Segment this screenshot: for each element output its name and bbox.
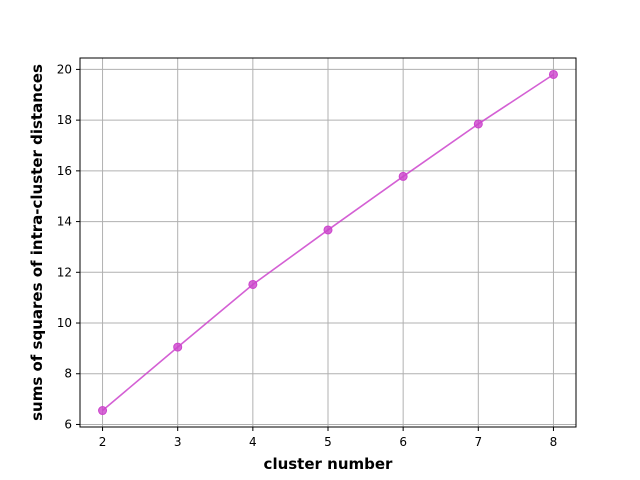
- y-tick-label: 18: [57, 113, 72, 127]
- y-axis-label: sums of squares of intra-cluster distanc…: [28, 64, 46, 421]
- x-tick-label: 3: [174, 435, 182, 449]
- y-tick-label: 16: [57, 164, 72, 178]
- x-tick-label: 5: [324, 435, 332, 449]
- y-tick-label: 10: [57, 316, 72, 330]
- data-point: [98, 406, 108, 416]
- x-tick-label: 4: [249, 435, 257, 449]
- data-point: [248, 279, 258, 289]
- data-point: [548, 69, 558, 79]
- y-tick-label: 6: [64, 417, 72, 431]
- x-tick-label: 8: [550, 435, 558, 449]
- y-tick-label: 12: [57, 265, 72, 279]
- data-point: [173, 342, 183, 352]
- data-point: [323, 225, 333, 235]
- x-axis-ticks: 2 3 4 5 6 7 8: [99, 427, 558, 449]
- x-axis-label: cluster number: [264, 455, 394, 473]
- data-point: [473, 119, 483, 129]
- y-tick-label: 8: [64, 367, 72, 381]
- x-tick-label: 2: [99, 435, 107, 449]
- data-point: [398, 171, 408, 181]
- y-tick-label: 14: [57, 215, 72, 229]
- y-tick-label: 20: [57, 62, 72, 76]
- x-tick-label: 7: [474, 435, 482, 449]
- series-group: [98, 69, 558, 416]
- y-axis-ticks: 6 8 10 12 14 16 18 20: [57, 62, 80, 431]
- x-tick-label: 6: [399, 435, 407, 449]
- grid: [80, 58, 576, 427]
